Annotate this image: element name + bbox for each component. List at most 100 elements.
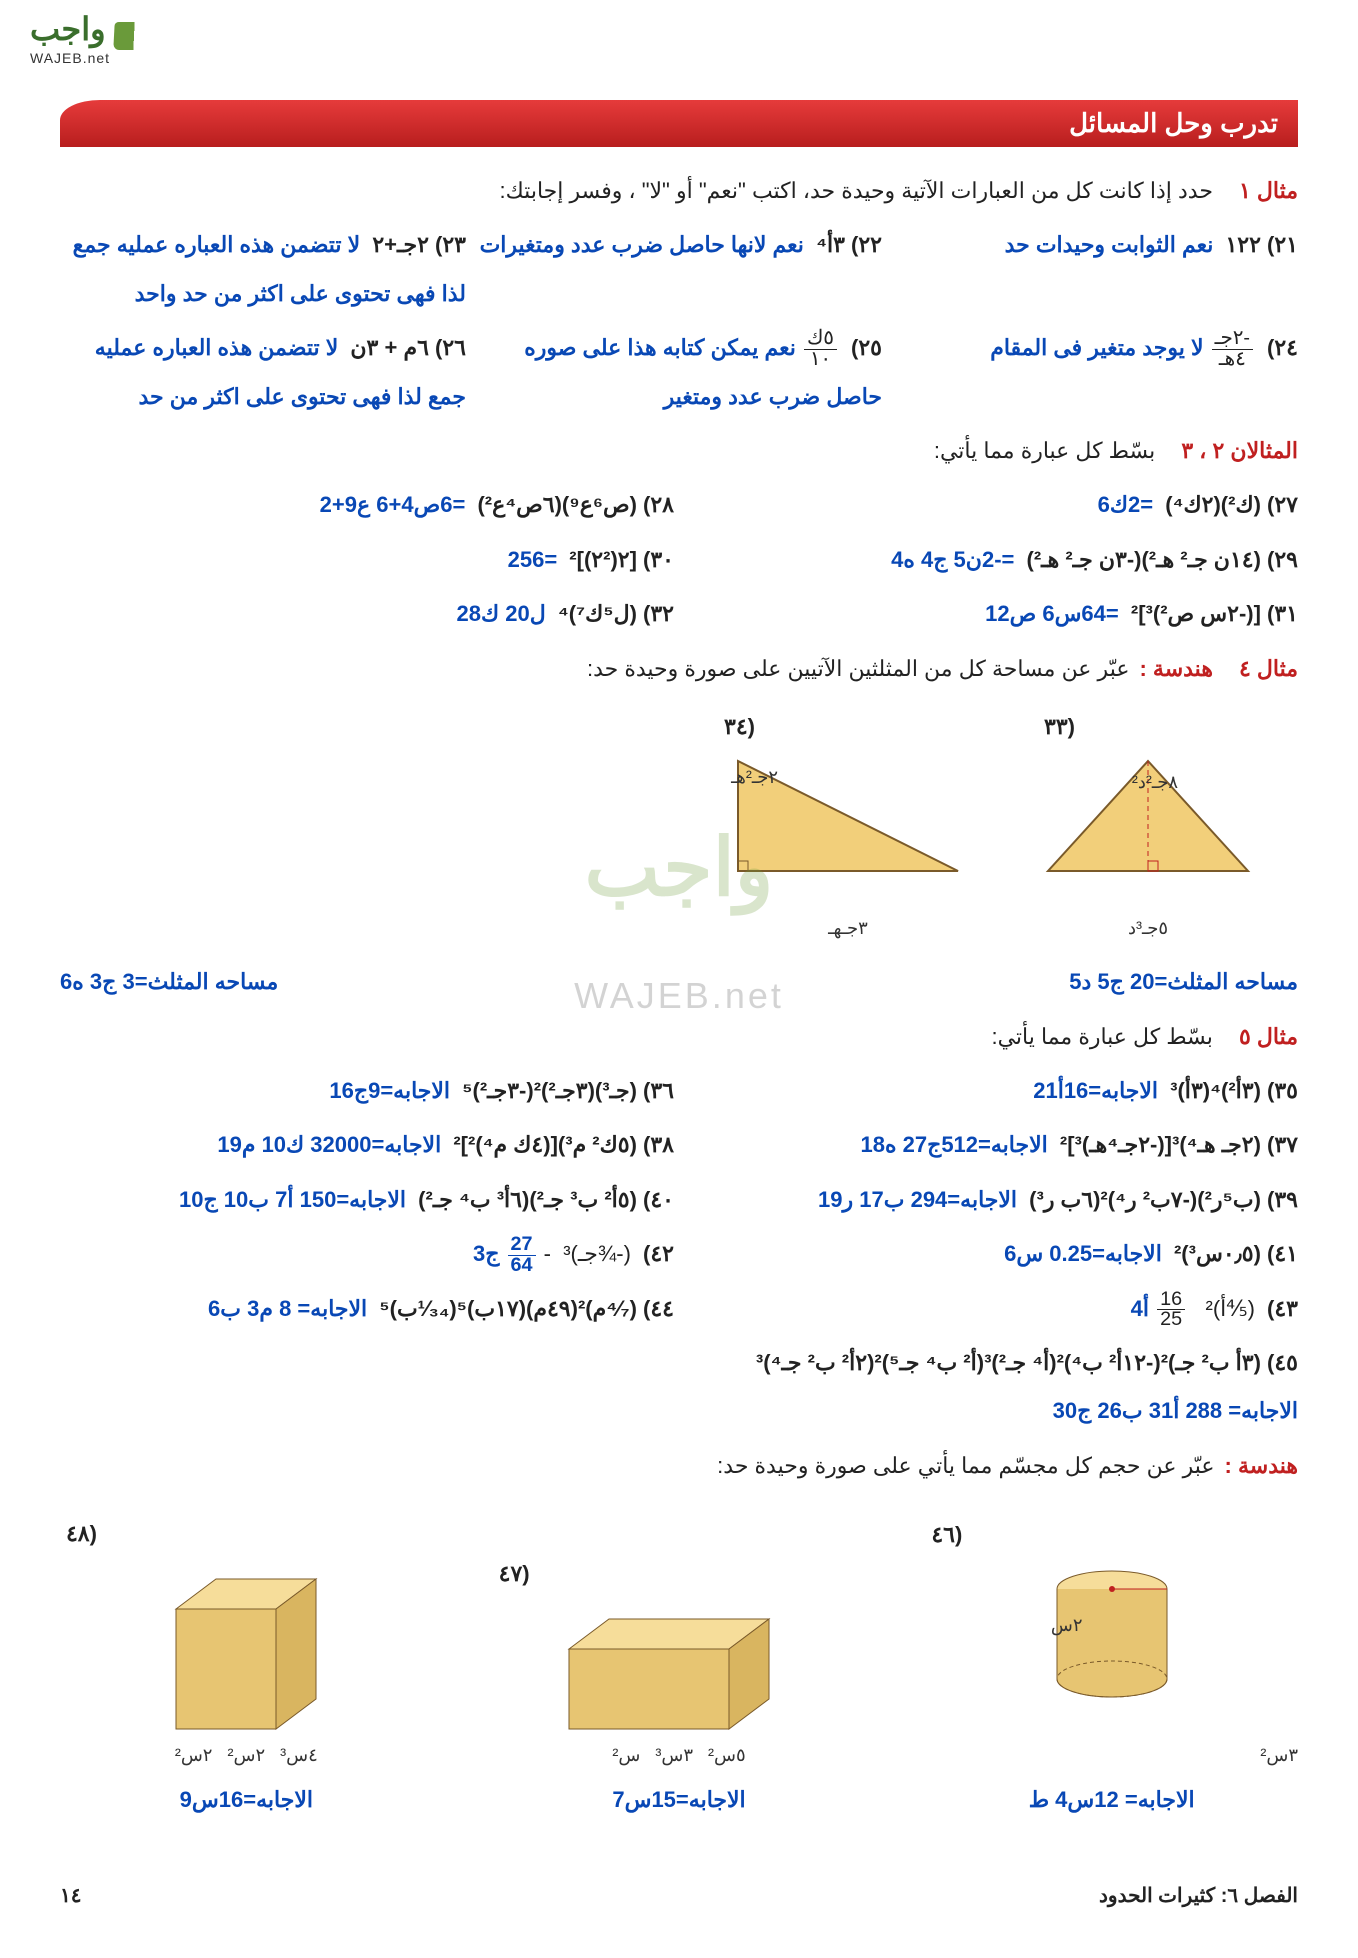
q42: ٤٢) (-¾جـ)³ - 27 64 ج3 <box>60 1230 674 1278</box>
cube-a: ٤س³ <box>280 1745 318 1765</box>
t2-height: ٢جـ²هـ <box>731 758 778 798</box>
q24: ٢٤) -٢جـ ٤هـ لا يوجد متغير فى المقام <box>892 324 1298 372</box>
triangles-row: (٣٣ ٨جـ²د² ٥جـ³د (٣٤ ٢جـ²هـ ٣جـهـ <box>60 703 1258 948</box>
q27-text: ٢٧) (ك²)(٢ك⁴) <box>1165 492 1298 517</box>
ex5-l2: ٣٧) (٢جـ هـ⁴)³[(-٢جـ⁴هـ)³]² الاجابه=512ج… <box>60 1121 1298 1169</box>
t1-height: ٨جـ²د² <box>1132 763 1178 803</box>
q46-num: (٤٦ <box>931 1511 1298 1559</box>
q44-text: ٤٤) (⁴⁄₇م)²(٤٩م)(١٧ب)⁵(¹⁄₃₄ب)⁵ <box>379 1296 674 1321</box>
a38: الاجابه=32000 ك10 م19 <box>217 1132 441 1157</box>
q45-text: ٤٥) (٣أ ب² جـ)²(-١٢أ² ب⁴)²(أ⁴ جـ²)³(أ² ب… <box>756 1350 1298 1375</box>
solid-46: (٤٦ ٢س ٣س² الاجابه= 12س4 ط <box>925 1511 1298 1824</box>
a35: الاجابه=16أ21 <box>1033 1078 1158 1103</box>
a43-post: أ4 <box>1131 1296 1149 1321</box>
q42-expr: (-¾جـ)³ <box>563 1241 631 1266</box>
ex5-l6: ٤٥) (٣أ ب² جـ)²(-١٢أ² ب⁴)²(أ⁴ جـ²)³(أ² ب… <box>60 1339 1298 1436</box>
q43-expr: (⅘أ)² <box>1205 1296 1254 1321</box>
a28: =6ص4+6 ع9+2 <box>320 492 466 517</box>
box-l: ٥س² <box>708 1745 746 1765</box>
a40: الاجابه=150 أ7 ب10 ج10 <box>179 1187 406 1212</box>
q24-frac-d: ٤هـ <box>1212 350 1253 370</box>
page-footer: الفصل ٦: كثيرات الحدود ١٤ <box>60 1874 1298 1918</box>
q30: ٣٠) [٢(٢²)]² =256 <box>60 536 674 584</box>
site-logo: واجب WAJEB.net <box>30 10 154 68</box>
triangle-34: (٣٤ ٢جـ²هـ ٣جـهـ <box>718 703 978 948</box>
q24-frac-n: -٢جـ <box>1212 329 1253 350</box>
q29: ٢٩) (١٤ن جـ² هـ²)(-٣ن جـ² هـ²) =-2ن5 ج4 … <box>684 536 1298 584</box>
q23-text: ٢٣) ٢جـ+٢ <box>372 232 466 257</box>
solids-title: هندسة : <box>1225 1442 1298 1490</box>
ex4-label: مثال ٤ <box>1239 645 1298 693</box>
q34-num: (٣٤ <box>724 703 978 751</box>
q32-text: ٣٢) (ل⁵ك⁷)⁴ <box>558 601 674 626</box>
q24-frac: -٢جـ ٤هـ <box>1212 329 1253 370</box>
a24: لا يوجد متغير فى المقام <box>990 335 1203 360</box>
a41: الاجابه=0.25 س6 <box>1004 1241 1162 1266</box>
ex4-intro-row: مثال ٤ هندسة : عبّر عن مساحة كل من المثل… <box>60 645 1298 693</box>
ex4-intro: عبّر عن مساحة كل من المثلثين الآتيين على… <box>587 645 1130 693</box>
q21-text: ٢١) ١٢٢ <box>1225 232 1298 257</box>
t1-base: ٥جـ³د <box>1038 909 1258 949</box>
q22-text: ٢٢) ٣أ⁴ <box>816 232 882 257</box>
cube-svg <box>146 1559 346 1749</box>
q25-num: ٢٥) <box>851 335 882 360</box>
ex23-l2: ٢٩) (١٤ن جـ² هـ²)(-٣ن جـ² هـ²) =-2ن5 ج4 … <box>60 536 1298 584</box>
q25: ٢٥) ٥ك ١٠ نعم يمكن كتابه هذا على صوره حا… <box>476 324 882 421</box>
q39-text: ٣٩) (ب⁵ر²)(-٧ب² ر⁴)²(٦ب ر³) <box>1029 1187 1298 1212</box>
ex5-l4: ٤١) (٠٫٥س³)² الاجابه=0.25 س6 ٤٢) (-¾جـ)³… <box>60 1230 1298 1278</box>
a32: ل20 ك28 <box>457 601 546 626</box>
q42-num: ٤٢) <box>643 1241 674 1266</box>
q24-num: ٢٤) <box>1267 335 1298 360</box>
content-area: مثال ١ حدد إذا كانت كل من العبارات الآتي… <box>60 167 1298 1918</box>
box-h: س² <box>612 1745 640 1765</box>
ex23-l1: ٢٧) (ك²)(٢ك⁴) =2ك6 ٢٨) (ص⁶ع⁹)(٦ص⁴ع²) =6ص… <box>60 481 1298 529</box>
q29-text: ٢٩) (١٤ن جـ² هـ²)(-٣ن جـ² هـ²) <box>1027 547 1299 572</box>
q27: ٢٧) (ك²)(٢ك⁴) =2ك6 <box>684 481 1298 529</box>
q38: ٣٨) (٥ك² م³)[(٤ك م⁴)²]² الاجابه=32000 ك1… <box>60 1121 674 1169</box>
a42-frac: 27 64 <box>508 1235 536 1276</box>
logo-en: WAJEB.net <box>30 50 110 66</box>
section-banner: تدرب وحل المسائل <box>60 100 1298 147</box>
q31: ٣١) [(-٢س ص²)³]² =64س6 ص12 <box>684 590 1298 638</box>
a31: =64س6 ص12 <box>985 601 1119 626</box>
ex1-intro-row: مثال ١ حدد إذا كانت كل من العبارات الآتي… <box>60 167 1298 215</box>
ex4-title: هندسة : <box>1139 645 1212 693</box>
q25-frac: ٥ك ١٠ <box>804 329 837 370</box>
q41: ٤١) (٠٫٥س³)² الاجابه=0.25 س6 <box>684 1230 1298 1278</box>
q40: ٤٠) (٥أ² ب³ جـ²)(٦أ³ ب⁴ جـ²) الاجابه=150… <box>60 1176 674 1224</box>
q39: ٣٩) (ب⁵ر²)(-٧ب² ر⁴)²(٦ب ر³) الاجابه=294 … <box>684 1176 1298 1224</box>
ex1-line1: ٢١) ١٢٢ نعم الثوابت وحيدات حد ٢٢) ٣أ⁴ نع… <box>60 221 1298 318</box>
chapter-label: الفصل ٦: كثيرات الحدود <box>1099 1874 1298 1918</box>
q48-num: (٤٨ <box>66 1510 433 1558</box>
ex23-intro: بسّط كل عبارة مما يأتي: <box>934 427 1155 475</box>
ex5-intro-row: مثال ٥ بسّط كل عبارة مما يأتي: <box>60 1013 1298 1061</box>
q35: ٣٥) (٣أ²)⁴(٣أ)³ الاجابه=16أ21 <box>684 1067 1298 1115</box>
box-w: ٣س³ <box>655 1745 693 1765</box>
logo-ar: واجب <box>30 11 106 47</box>
a44: الاجابه= 8 م3 ب6 <box>208 1296 367 1321</box>
a43-frac: 16 25 <box>1157 1290 1185 1331</box>
a45: الاجابه= 288 أ31 ب26 ج30 <box>1053 1398 1298 1423</box>
ex5-label: مثال ٥ <box>1239 1013 1298 1061</box>
cylinder-svg <box>1012 1559 1212 1709</box>
ex1-line2: ٢٤) -٢جـ ٤هـ لا يوجد متغير فى المقام ٢٥)… <box>60 324 1298 421</box>
q43: ٤٣) (⅘أ)² 16 25 أ4 <box>684 1285 1298 1333</box>
a36: الاجابه=9ج16 <box>329 1078 450 1103</box>
q22: ٢٢) ٣أ⁴ نعم لانها حاصل ضرب عدد ومتغيرات <box>476 221 882 269</box>
cyl-h: ٣س² <box>925 1736 1298 1776</box>
book-icon <box>113 22 154 50</box>
a43-d: 25 <box>1157 1310 1185 1330</box>
q23: ٢٣) ٢جـ+٢ لا تتضمن هذه العباره عمليه جمع… <box>60 221 466 318</box>
q25-frac-n: ٥ك <box>804 329 837 350</box>
ex4-answers: مساحه المثلث=20 ج5 د5 مساحه المثلث=3 ج3 … <box>60 958 1298 1006</box>
ex23-l3: ٣١) [(-٢س ص²)³]² =64س6 ص12 ٣٢) (ل⁵ك⁷)⁴ ل… <box>60 590 1298 638</box>
a43-n: 16 <box>1157 1290 1185 1311</box>
q37: ٣٧) (٢جـ هـ⁴)³[(-٢جـ⁴هـ)³]² الاجابه=512ج… <box>684 1121 1298 1169</box>
q43-num: ٤٣) <box>1267 1296 1298 1321</box>
q38-text: ٣٨) (٥ك² م³)[(٤ك م⁴)²]² <box>453 1132 674 1157</box>
ex5-l5: ٤٣) (⅘أ)² 16 25 أ4 ٤٤) (⁴⁄₇م)²(٤٩م)(١٧ب)… <box>60 1285 1298 1333</box>
a33: مساحه المثلث=20 ج5 د5 <box>684 958 1298 1006</box>
q25-frac-d: ١٠ <box>804 350 837 370</box>
q26-text: ٢٦) ٦م + ٣ن <box>350 335 466 360</box>
cube-c: ٢س² <box>175 1745 213 1765</box>
